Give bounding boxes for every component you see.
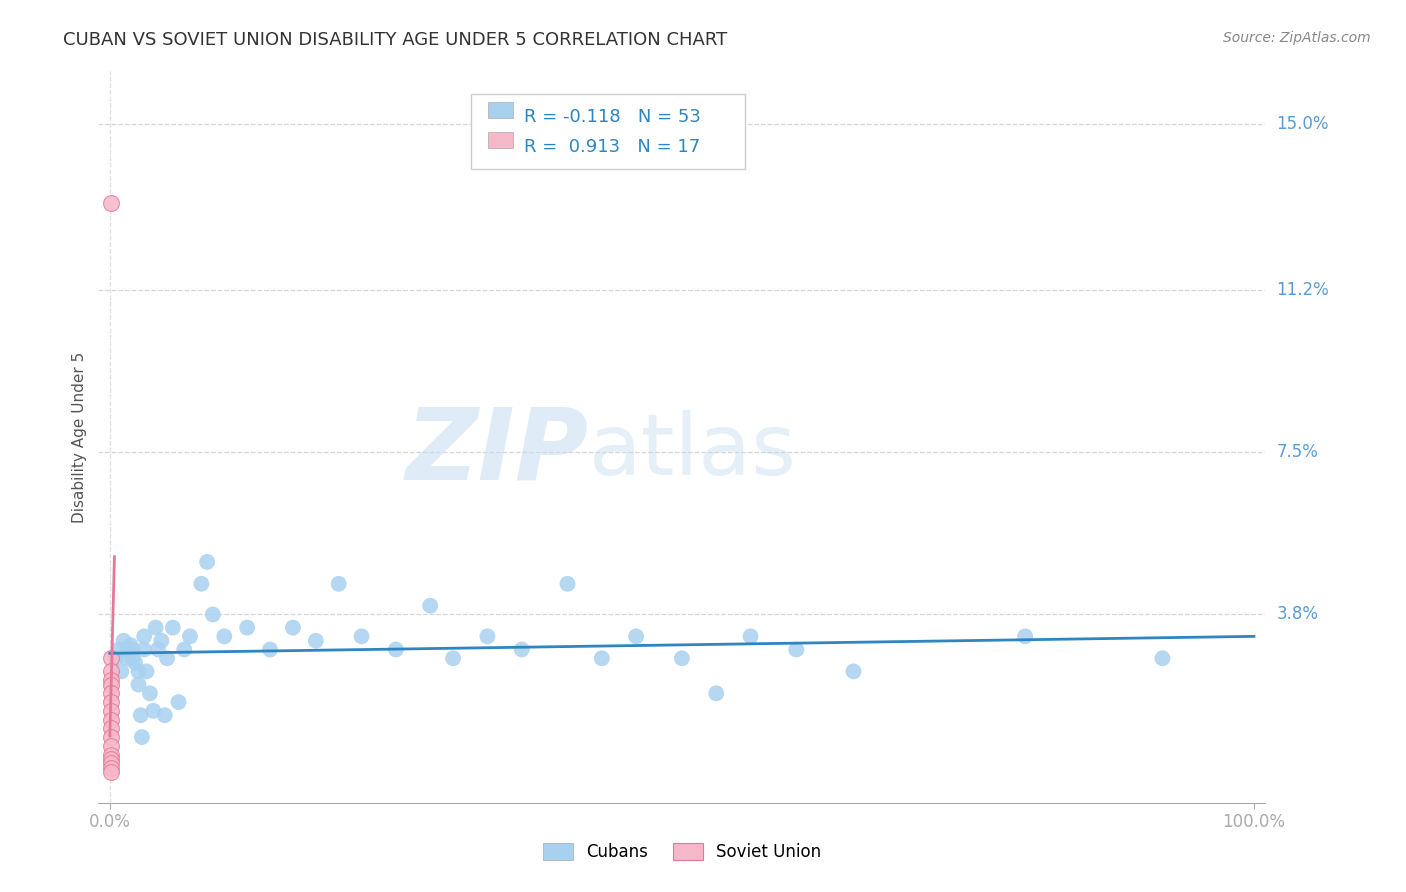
Cubans [127, 665, 149, 679]
Cubans [167, 695, 190, 709]
Cubans [139, 686, 162, 700]
Cubans [121, 651, 143, 665]
Cubans [131, 730, 153, 744]
Soviet Union [100, 673, 122, 688]
Cubans [842, 665, 865, 679]
Soviet Union [100, 765, 122, 780]
Cubans [153, 708, 176, 723]
Cubans [115, 642, 138, 657]
Cubans [135, 665, 157, 679]
Soviet Union [100, 195, 122, 210]
Soviet Union [100, 665, 122, 679]
Cubans [236, 621, 259, 635]
Cubans [108, 642, 131, 657]
Cubans [477, 629, 499, 643]
Legend: Cubans, Soviet Union: Cubans, Soviet Union [536, 836, 828, 868]
Cubans [510, 642, 533, 657]
Cubans [305, 633, 328, 648]
Soviet Union [100, 686, 122, 700]
Cubans [121, 642, 143, 657]
Cubans [142, 704, 165, 718]
Y-axis label: Disability Age Under 5: Disability Age Under 5 [72, 351, 87, 523]
Cubans [557, 576, 579, 591]
Cubans [259, 642, 281, 657]
Text: 3.8%: 3.8% [1277, 606, 1319, 624]
Cubans [179, 629, 201, 643]
Cubans [1152, 651, 1174, 665]
Soviet Union [100, 713, 122, 727]
Cubans [110, 665, 132, 679]
Soviet Union [100, 752, 122, 766]
Text: R = -0.118   N = 53: R = -0.118 N = 53 [524, 108, 702, 126]
Cubans [671, 651, 693, 665]
Cubans [115, 651, 138, 665]
Cubans [740, 629, 762, 643]
Text: Source: ZipAtlas.com: Source: ZipAtlas.com [1223, 31, 1371, 45]
Cubans [591, 651, 613, 665]
Cubans [281, 621, 304, 635]
Cubans [104, 651, 127, 665]
Soviet Union [100, 747, 122, 762]
Cubans [134, 629, 156, 643]
Cubans [419, 599, 441, 613]
Cubans [127, 677, 149, 691]
Soviet Union [100, 730, 122, 744]
Soviet Union [100, 695, 122, 709]
Text: ZIP: ZIP [405, 403, 589, 500]
Soviet Union [100, 704, 122, 718]
Cubans [129, 708, 152, 723]
Text: atlas: atlas [589, 410, 797, 493]
Soviet Union [100, 651, 122, 665]
Cubans [785, 642, 807, 657]
Cubans [124, 656, 146, 670]
Cubans [214, 629, 236, 643]
Soviet Union [100, 677, 122, 691]
Cubans [162, 621, 184, 635]
Soviet Union [100, 761, 122, 775]
Cubans [1014, 629, 1036, 643]
Cubans [385, 642, 408, 657]
Cubans [704, 686, 727, 700]
Cubans [201, 607, 224, 622]
Cubans [328, 576, 350, 591]
Text: 7.5%: 7.5% [1277, 443, 1319, 461]
Cubans [146, 642, 169, 657]
Text: R =  0.913   N = 17: R = 0.913 N = 17 [524, 138, 700, 156]
Soviet Union [100, 756, 122, 771]
Cubans [150, 633, 173, 648]
Cubans [624, 629, 647, 643]
Cubans [145, 621, 167, 635]
Cubans [195, 555, 218, 569]
Cubans [173, 642, 195, 657]
Text: 15.0%: 15.0% [1277, 115, 1329, 133]
Cubans [112, 633, 135, 648]
Soviet Union [100, 722, 122, 736]
Text: 11.2%: 11.2% [1277, 281, 1329, 300]
Cubans [350, 629, 373, 643]
Text: CUBAN VS SOVIET UNION DISABILITY AGE UNDER 5 CORRELATION CHART: CUBAN VS SOVIET UNION DISABILITY AGE UND… [63, 31, 727, 49]
Cubans [190, 576, 212, 591]
Cubans [156, 651, 179, 665]
Cubans [441, 651, 464, 665]
Cubans [134, 642, 156, 657]
Cubans [120, 638, 142, 652]
Soviet Union [100, 739, 122, 753]
